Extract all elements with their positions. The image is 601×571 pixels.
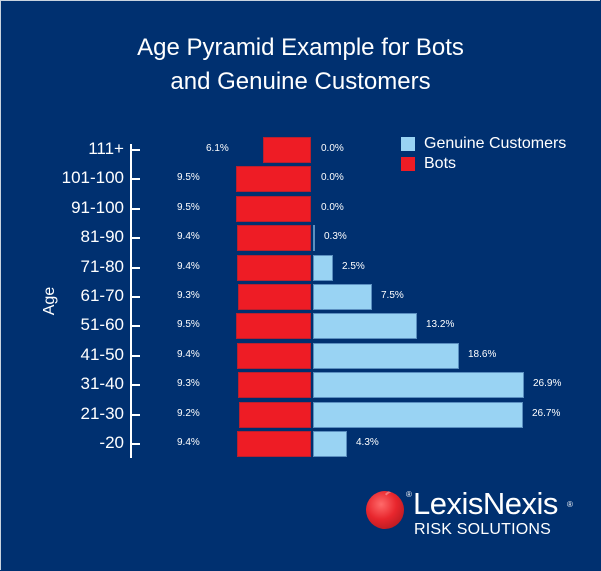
genuine-value-label: 0.3% bbox=[324, 231, 347, 242]
bots-bar bbox=[237, 225, 311, 251]
chart-title-line2: and Genuine Customers bbox=[170, 68, 431, 95]
genuine-bar bbox=[313, 402, 523, 428]
bots-bar bbox=[239, 402, 311, 428]
category-label: 81-90 bbox=[80, 227, 124, 246]
genuine-bar bbox=[313, 225, 315, 251]
y-axis-tick bbox=[132, 325, 140, 327]
genuine-value-label: 26.7% bbox=[532, 408, 561, 419]
bots-bar bbox=[238, 372, 311, 398]
logo-subtitle: RISK SOLUTIONS bbox=[414, 521, 552, 538]
registered-mark: ® bbox=[406, 490, 412, 499]
bots-value-label: 9.5% bbox=[177, 202, 200, 213]
bots-bar bbox=[263, 137, 311, 163]
category-label: 51-60 bbox=[80, 315, 124, 334]
bots-value-label: 9.4% bbox=[177, 349, 200, 360]
category-label: 41-50 bbox=[80, 345, 124, 364]
genuine-bar bbox=[313, 343, 459, 369]
bots-value-label: 9.4% bbox=[177, 231, 200, 242]
chart-title-line1: Age Pyramid Example for Bots bbox=[137, 34, 464, 61]
y-axis-line bbox=[130, 144, 132, 458]
genuine-bar bbox=[313, 284, 372, 310]
y-axis-tick bbox=[132, 384, 140, 386]
bots-value-label: 9.3% bbox=[177, 378, 200, 389]
category-label: 101-100 bbox=[61, 168, 124, 187]
genuine-bar bbox=[313, 313, 417, 339]
bots-bar bbox=[236, 196, 311, 222]
category-label: -20 bbox=[99, 433, 124, 452]
genuine-value-label: 7.5% bbox=[381, 290, 404, 301]
logo-brand: LexisNexis bbox=[413, 486, 558, 521]
bots-value-label: 9.2% bbox=[177, 408, 200, 419]
y-axis-tick bbox=[132, 149, 140, 151]
genuine-value-label: 18.6% bbox=[468, 349, 497, 360]
bots-bar bbox=[236, 313, 311, 339]
bots-value-label: 9.4% bbox=[177, 261, 200, 272]
genuine-value-label: 4.3% bbox=[356, 437, 379, 448]
legend-swatch-bots bbox=[401, 157, 415, 171]
legend-item-genuine: Genuine Customers bbox=[401, 134, 566, 154]
y-axis-tick bbox=[132, 355, 140, 357]
legend-label: Genuine Customers bbox=[424, 135, 567, 152]
legend-swatch-genuine bbox=[401, 137, 415, 151]
y-axis-tick bbox=[132, 237, 140, 239]
category-label: 21-30 bbox=[80, 404, 124, 423]
genuine-value-label: 26.9% bbox=[533, 378, 562, 389]
y-axis-tick bbox=[132, 208, 140, 210]
globe-icon bbox=[366, 491, 404, 529]
bots-value-label: 9.3% bbox=[177, 290, 200, 301]
category-label: 111+ bbox=[88, 139, 124, 158]
bots-bar bbox=[237, 255, 311, 281]
genuine-value-label: 13.2% bbox=[426, 319, 455, 330]
bots-bar bbox=[236, 166, 311, 192]
y-axis-tick bbox=[132, 414, 140, 416]
y-axis-tick bbox=[132, 178, 140, 180]
genuine-value-label: 0.0% bbox=[321, 202, 344, 213]
legend-label: Bots bbox=[424, 155, 457, 172]
registered-mark: ® bbox=[567, 500, 573, 509]
genuine-value-label: 0.0% bbox=[321, 143, 344, 154]
bots-value-label: 6.1% bbox=[206, 143, 229, 154]
bots-bar bbox=[238, 284, 311, 310]
genuine-bar bbox=[313, 431, 347, 457]
genuine-bar bbox=[313, 255, 333, 281]
bots-value-label: 9.5% bbox=[177, 319, 200, 330]
legend-item-bots: Bots bbox=[401, 154, 566, 174]
category-label: 91-100 bbox=[71, 198, 124, 217]
y-axis-tick bbox=[132, 267, 140, 269]
genuine-value-label: 2.5% bbox=[342, 261, 365, 272]
category-label: 31-40 bbox=[80, 374, 124, 393]
legend: Genuine Customers Bots bbox=[401, 134, 566, 174]
genuine-value-label: 0.0% bbox=[321, 172, 344, 183]
y-axis-label: Age bbox=[41, 286, 58, 316]
category-label: 71-80 bbox=[80, 257, 124, 276]
bots-value-label: 9.4% bbox=[177, 437, 200, 448]
category-label: 61-70 bbox=[80, 286, 124, 305]
genuine-bar bbox=[313, 372, 524, 398]
y-axis-tick bbox=[132, 443, 140, 445]
y-axis-tick bbox=[132, 296, 140, 298]
bots-bar bbox=[237, 431, 311, 457]
bots-value-label: 9.5% bbox=[177, 172, 200, 183]
bots-bar bbox=[237, 343, 311, 369]
